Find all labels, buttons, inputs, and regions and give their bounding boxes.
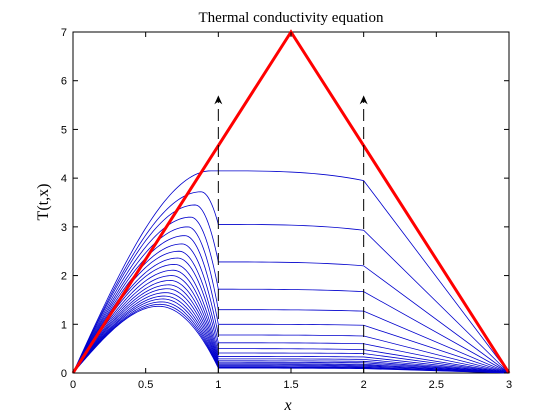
evolution-curve: [72, 275, 510, 374]
axis-ticks: 0 0.5 1 1.5 2 2.5 3 0 1 2 3 4 5 6 7: [61, 27, 512, 391]
evolution-curve: [72, 204, 510, 374]
x-tick-label: 0: [70, 379, 76, 391]
x-tick-label: 2.5: [429, 379, 444, 391]
y-tick-label: 7: [61, 27, 67, 39]
x-tick-label: 0.5: [138, 379, 153, 391]
y-tick-label: 4: [61, 173, 67, 185]
evolution-curve: [72, 250, 510, 374]
boundary-arrows: [214, 95, 368, 373]
boundary-arrowhead: [359, 95, 368, 105]
evolution-curve: [72, 298, 510, 374]
boundary-arrowhead: [214, 95, 223, 105]
y-tick-label: 0: [61, 368, 67, 380]
x-tick-label: 1: [215, 379, 221, 391]
x-axis-label: x: [283, 397, 291, 414]
y-tick-label: 6: [61, 76, 67, 88]
evolution-curve: [72, 226, 510, 374]
y-tick-label: 5: [61, 124, 67, 136]
evolution-curve: [72, 301, 510, 374]
evolution-curve: [72, 284, 510, 374]
x-tick-label: 3: [506, 379, 512, 391]
evolution-curve: [72, 280, 510, 374]
x-tick-label: 1.5: [283, 379, 298, 391]
evolution-curve: [72, 295, 510, 374]
plot-area: [72, 31, 510, 374]
evolution-curve: [72, 191, 510, 374]
evolution-curve: [72, 305, 510, 374]
chart-title: Thermal conductivity equation: [199, 10, 384, 26]
y-tick-label: 2: [61, 271, 67, 283]
y-tick-label: 3: [61, 222, 67, 234]
evolution-curve: [72, 170, 510, 374]
evolution-curve: [72, 292, 510, 374]
evolution-curve: [72, 235, 510, 374]
evolution-curve: [72, 243, 510, 374]
y-tick-label: 1: [61, 319, 67, 331]
evolution-curve: [72, 288, 510, 374]
x-tick-label: 2: [361, 379, 367, 391]
y-axis-label: T(t,x): [35, 184, 52, 221]
evolution-curve: [72, 216, 510, 374]
